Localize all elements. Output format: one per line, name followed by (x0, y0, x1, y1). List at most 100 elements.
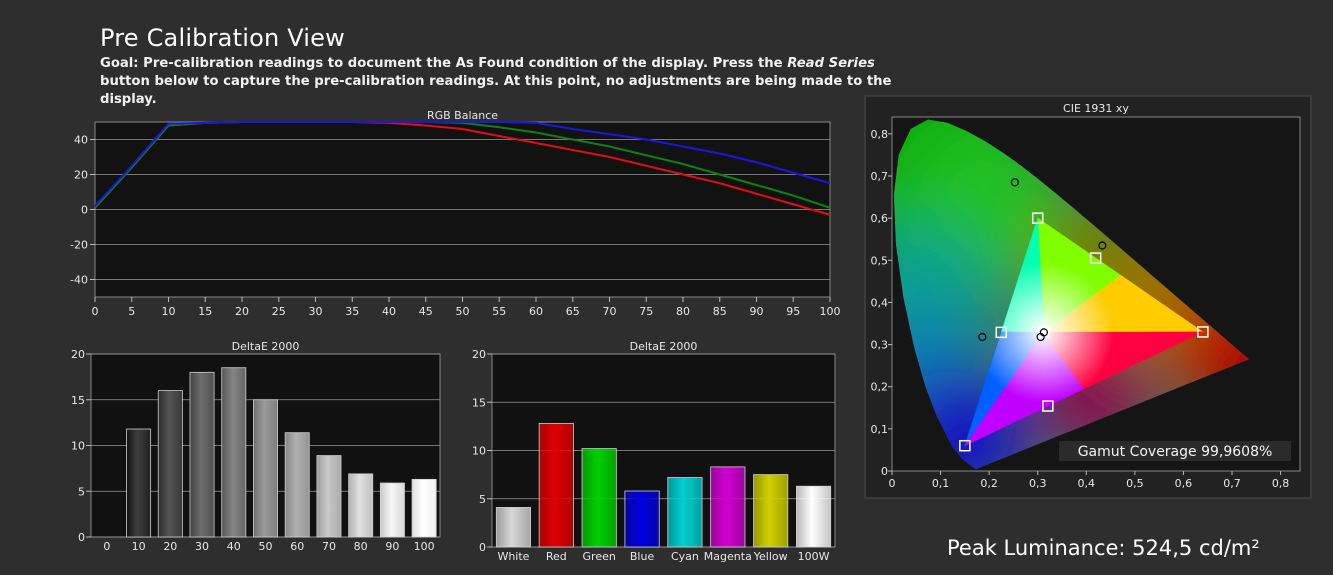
y-tick-label: -40 (70, 274, 88, 287)
x-tick-label: 0 (92, 305, 99, 318)
target-marker (1089, 252, 1102, 264)
x-tick-label: Blue (630, 550, 655, 563)
x-tick-label: 80 (354, 540, 368, 553)
x-tick-label: 25 (272, 305, 286, 318)
x-tick-label: 0,7 (1223, 477, 1241, 490)
x-tick-label: 20 (163, 540, 177, 553)
chart-title: RGB Balance (427, 109, 498, 122)
y-tick-label: 0,8 (871, 128, 889, 141)
cie-chart-frame: CIE 1931 xy 0 0,1 0,2 0,3 0,4 0,5 0,6 0,7 0,8 0 0,1… (864, 95, 1312, 499)
y-tick-label: 0 (881, 465, 888, 478)
x-tick-label: 100W (798, 550, 830, 563)
x-tick-label: 0,3 (1029, 477, 1047, 490)
y-tick-label: 5 (479, 493, 486, 506)
x-tick-label: 40 (227, 540, 241, 553)
y-tick-label: 0 (479, 541, 486, 554)
y-tick-label: 5 (78, 485, 85, 498)
x-tick-label: 0 (889, 477, 896, 490)
bar-white (495, 507, 531, 548)
x-tick-label: Magenta (704, 550, 752, 563)
y-tick-label: 0,5 (871, 254, 889, 267)
gamut-coverage-label: Gamut Coverage 99,9608% (1078, 444, 1273, 460)
peak-luminance-readout: Peak Luminance: 524,5 cd/m² (947, 536, 1260, 560)
page-title: Pre Calibration View (100, 24, 345, 52)
y-tick-label: 0,1 (871, 423, 889, 436)
y-tick-label: 0,3 (871, 339, 889, 352)
y-tick-label: 0 (78, 531, 85, 544)
x-tick-label: 0,2 (980, 477, 998, 490)
x-tick-label: 0 (103, 540, 110, 553)
bar-70 (316, 455, 342, 538)
cie-1931-chart: CIE 1931 xy 0 0,1 0,2 0,3 0,4 0,5 0,6 0,7 0,8 0 0,1… (871, 102, 1301, 490)
x-tick-label: 90 (750, 305, 764, 318)
bar-blue (624, 490, 660, 548)
x-tick-label: 90 (385, 540, 399, 553)
x-tick-label: 60 (290, 540, 304, 553)
y-tick-label: 15 (71, 394, 85, 407)
x-tick-label: 50 (259, 540, 273, 553)
y-tick-label: 20 (472, 348, 486, 361)
x-tick-label: Yellow (753, 550, 788, 563)
measured-point (978, 332, 987, 342)
x-tick-label: 0,4 (1078, 477, 1096, 490)
target-marker (1197, 326, 1209, 338)
bar-red (538, 423, 574, 548)
y-tick-label: 0,6 (871, 212, 889, 225)
y-tick-label: 20 (71, 348, 85, 361)
bar-100 (411, 478, 437, 538)
x-tick-label: 35 (345, 305, 359, 318)
bar-50 (253, 399, 278, 538)
goal-text-prefix: Goal: Pre-calibration readings to docume… (100, 56, 788, 71)
bar-60 (284, 432, 310, 538)
y-tick-label: -20 (70, 239, 88, 252)
x-tick-label: 100 (414, 540, 435, 553)
y-tick-label: 0 (81, 204, 88, 217)
x-tick-label: 45 (419, 305, 433, 318)
read-series-emphasis: Read Series (787, 56, 875, 71)
x-tick-label: 80 (676, 305, 690, 318)
x-tick-label: Cyan (671, 550, 699, 563)
chart-title: DeltaE 2000 (232, 340, 300, 353)
bar-green (581, 448, 617, 548)
bar-90 (379, 482, 405, 538)
y-tick-label: 0,4 (871, 296, 889, 309)
x-tick-label: 10 (162, 305, 176, 318)
x-tick-label: 30 (309, 305, 323, 318)
x-tick-label: 55 (492, 305, 506, 318)
bar-20 (157, 390, 183, 538)
x-tick-label: 20 (235, 305, 249, 318)
y-tick-label: 20 (74, 169, 88, 182)
x-tick-label: 75 (639, 305, 653, 318)
x-tick-label: Red (546, 550, 567, 563)
x-tick-label: 0,5 (1126, 477, 1144, 490)
bar-30 (189, 371, 215, 538)
measured-point (1010, 178, 1019, 187)
x-tick-label: 0,1 (932, 477, 950, 490)
x-tick-label: 70 (322, 540, 336, 553)
x-tick-label: 65 (566, 305, 580, 318)
x-tick-label: 95 (786, 305, 800, 318)
target-marker (959, 439, 971, 452)
chart-title: DeltaE 2000 (630, 340, 698, 353)
x-tick-label: 70 (603, 305, 617, 318)
x-tick-label: Green (583, 550, 616, 563)
x-tick-label: 10 (132, 540, 146, 553)
x-tick-label: 60 (529, 305, 543, 318)
measured-point (1039, 328, 1048, 337)
target-marker (1042, 400, 1054, 412)
x-tick-label: 85 (713, 305, 727, 318)
bar-80 (348, 473, 374, 538)
rgb-balance-chart: RGB Balance 40 20 0 -20 -40 0 5 10 15 20 25 30 35 40 45… (70, 109, 840, 318)
x-tick-label: 30 (195, 540, 209, 553)
bar-cyan (667, 477, 703, 548)
goal-text-suffix: button below to capture the pre-calibrat… (100, 74, 892, 107)
x-tick-label: 50 (456, 305, 470, 318)
x-tick-label: 40 (382, 305, 396, 318)
measured-point (1098, 241, 1107, 250)
y-tick-label: 15 (472, 396, 486, 409)
x-tick-label: 0,8 (1272, 477, 1290, 490)
white-point-glow (964, 218, 1203, 446)
y-tick-label: 0,7 (871, 170, 889, 183)
blue-series-line (94, 121, 831, 207)
x-tick-label: 5 (128, 305, 135, 318)
